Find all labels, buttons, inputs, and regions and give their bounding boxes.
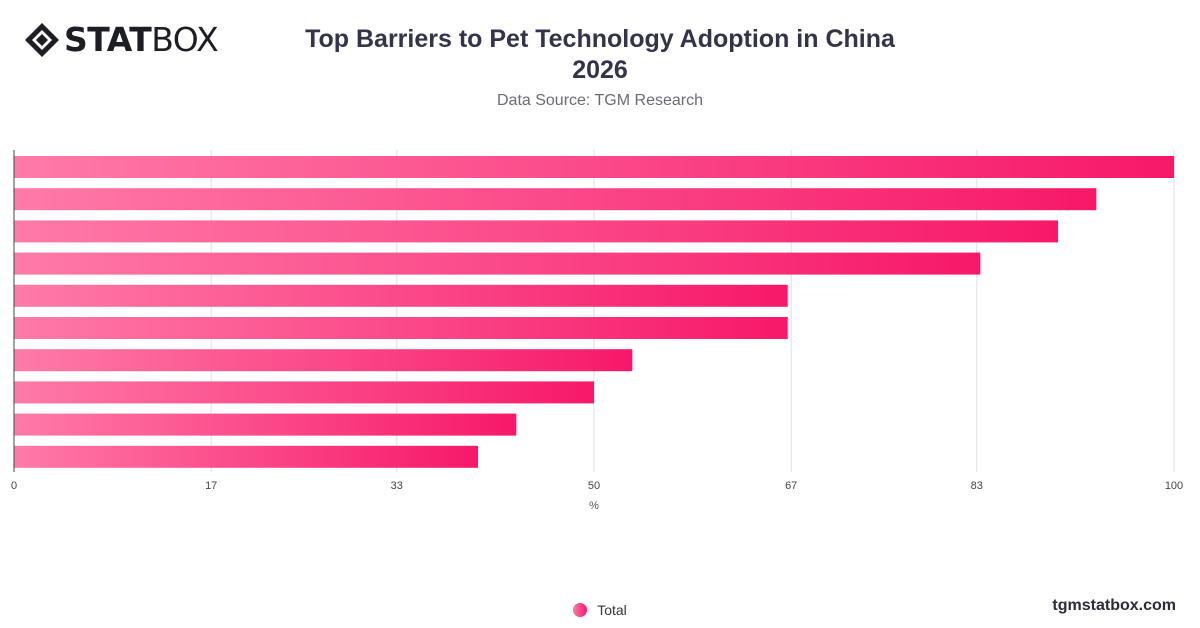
x-tick-label: 83 xyxy=(971,480,983,492)
brand-url[interactable]: tgmstatbox.com xyxy=(1052,597,1176,614)
bar[interactable] xyxy=(14,445,478,468)
x-tick-label: 50 xyxy=(588,480,600,492)
x-tick-label: 67 xyxy=(785,480,797,492)
bar[interactable] xyxy=(14,252,981,275)
statbox-diamond-icon xyxy=(25,23,59,57)
x-tick-label: 33 xyxy=(391,480,403,492)
bar[interactable] xyxy=(14,220,1058,243)
x-tick-label: 17 xyxy=(205,480,217,492)
x-axis-label: % xyxy=(589,500,599,512)
legend[interactable]: Total xyxy=(0,602,1200,618)
x-tick-labels: 0 17 33 50 67 83 100 xyxy=(11,480,1183,492)
bar[interactable] xyxy=(14,349,633,372)
chart-title-line1: Top Barriers to Pet Technology Adoption … xyxy=(305,25,895,53)
legend-label-total: Total xyxy=(597,602,627,618)
logo-text-light: BOX xyxy=(151,20,219,59)
chart-subtitle: Data Source: TGM Research xyxy=(496,92,703,109)
x-tick-label: 0 xyxy=(11,480,17,492)
x-tick-label: 100 xyxy=(1165,480,1183,492)
bar[interactable] xyxy=(14,413,517,436)
statbox-logo: STATBOX xyxy=(24,20,219,59)
chart-title-line2: 2026 xyxy=(572,56,628,84)
bars xyxy=(14,156,1174,468)
bar[interactable] xyxy=(14,381,594,404)
bar[interactable] xyxy=(14,188,1097,211)
bar[interactable] xyxy=(14,284,788,307)
bar[interactable] xyxy=(14,317,788,339)
logo-text-strong: STAT xyxy=(64,20,152,59)
legend-marker xyxy=(573,603,588,617)
logo-wordmark: STATBOX xyxy=(64,20,219,59)
bar[interactable] xyxy=(14,156,1174,178)
chart-title: Top Barriers to Pet Technology Adoption … xyxy=(250,24,950,86)
